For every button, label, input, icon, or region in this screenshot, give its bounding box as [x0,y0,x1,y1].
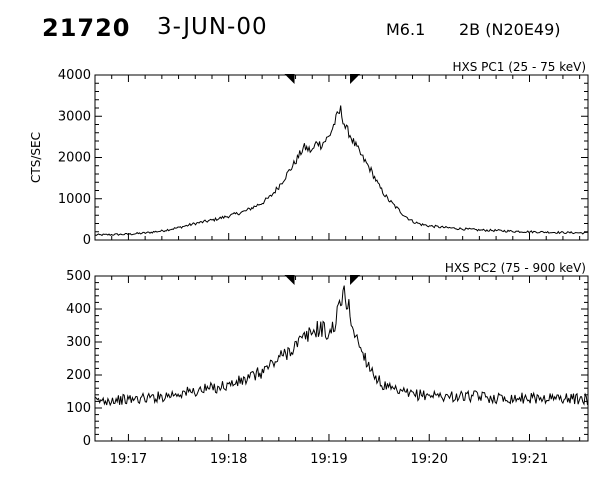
x-tick-label: 19:18 [210,452,247,467]
interval-marker [284,275,295,285]
flare-class: M6.1 [386,20,426,39]
y-tick-label: 0 [83,233,91,248]
y-tick-label: 400 [66,302,91,317]
event-id: 21720 [42,14,131,42]
x-tick-label: 19:20 [411,452,448,467]
y-tick-label: 300 [66,335,91,350]
interval-marker [284,74,295,84]
plot-title: HXS PC1 (25 - 75 keV) [452,60,586,74]
x-tick-label: 19:21 [511,452,548,467]
x-tick-label: 19:19 [310,452,347,467]
optical-location: 2B (N20E49) [459,20,561,39]
y-tick-label: 500 [66,269,91,284]
y-tick-label: 0 [83,434,91,449]
series-line [94,105,588,237]
interval-marker [350,74,361,84]
y-tick-label: 4000 [58,68,91,83]
y-tick-label: 100 [66,401,91,416]
y-tick-label: 2000 [58,151,91,166]
series-line [94,285,588,407]
plot-title: HXS PC2 (75 - 900 keV) [445,261,586,275]
y-axis-label: CTS/SEC [29,132,43,183]
y-tick-label: 1000 [58,192,91,207]
event-date: 3-JUN-00 [157,14,268,40]
x-tick-label: 19:17 [110,452,147,467]
interval-marker [350,275,361,285]
plot-frame [94,275,589,442]
plot-frame [94,74,589,241]
y-tick-label: 3000 [58,109,91,124]
y-tick-label: 200 [66,368,91,383]
